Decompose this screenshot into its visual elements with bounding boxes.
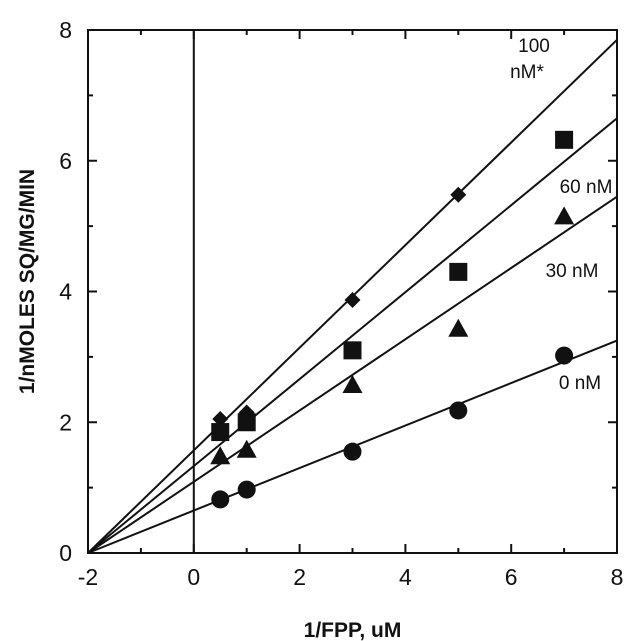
y-tick-label: 2	[59, 409, 72, 435]
data-point-circle	[555, 346, 574, 365]
data-point-circle	[211, 490, 230, 509]
data-point-circle	[237, 480, 256, 499]
x-tick-label: 4	[399, 564, 412, 590]
data-point-square	[555, 130, 574, 149]
data-point-square	[343, 341, 362, 360]
data-point-diamond	[212, 410, 229, 427]
data-point-square	[449, 262, 468, 281]
data-point-circle	[449, 401, 468, 420]
data-point-diamond	[344, 291, 361, 308]
x-tick-label: 8	[611, 564, 624, 590]
y-axis-title: 1/nMOLES SQ/MG/MIN	[16, 169, 39, 394]
fit-line	[87, 117, 618, 554]
data-point-square	[211, 423, 230, 442]
x-tick-label: 0	[187, 564, 200, 590]
data-point-circle	[343, 442, 362, 461]
data-series: 100 nM* 60 nM 30 nM 0 nM	[87, 36, 618, 554]
series-label: 100	[518, 36, 550, 57]
data-point-diamond	[450, 186, 467, 203]
y-tick-label: 8	[59, 17, 72, 43]
series-label: 30 nM	[546, 261, 599, 282]
data-point-triangle	[554, 206, 575, 225]
series-label: 60 nM	[560, 177, 613, 198]
data-point-triangle	[342, 374, 363, 393]
series-circle: 0 nM	[87, 339, 618, 554]
data-point-triangle	[448, 318, 469, 337]
data-point-triangle	[210, 446, 231, 465]
x-tick-label: 6	[505, 564, 518, 590]
series-label: nM*	[510, 62, 544, 83]
x-axis-title: 1/FPP, uM	[304, 619, 402, 641]
series-triangle: 30 nM	[87, 195, 618, 554]
data-point-triangle	[236, 439, 257, 458]
fit-line	[87, 195, 618, 554]
y-tick-label: 0	[59, 540, 72, 566]
data-point-square	[237, 413, 256, 432]
series-label: 0 nM	[559, 373, 601, 394]
y-tick-label: 4	[59, 279, 72, 305]
x-tick-label: 2	[293, 564, 306, 590]
series-square: 60 nM	[87, 117, 618, 554]
y-tick-label: 6	[59, 148, 72, 174]
x-tick-label: -2	[78, 564, 98, 590]
